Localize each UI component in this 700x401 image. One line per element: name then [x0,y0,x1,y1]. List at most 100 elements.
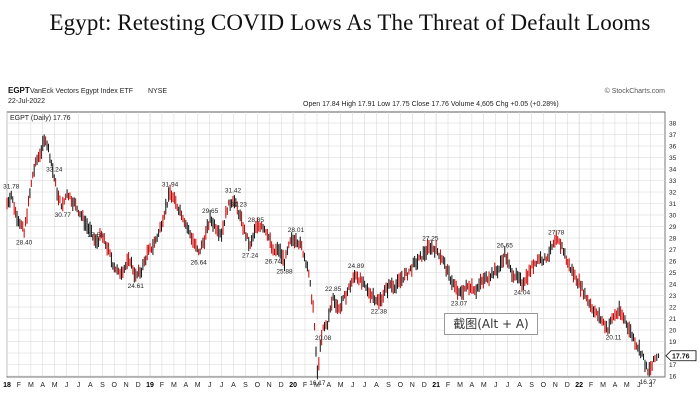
y-tick-label: 35 [669,155,677,162]
price-annotation: 26.65 [497,243,514,250]
x-month-label: F [160,382,164,389]
x-month-label: A [40,382,45,389]
x-month-label: M [338,382,344,389]
x-month-label: O [541,382,547,389]
x-year-label: 18 [3,382,11,389]
y-tick-label: 34 [669,166,677,173]
y-tick-label: 21 [669,316,677,323]
x-month-label: A [183,382,188,389]
x-month-label: M [171,382,177,389]
price-annotation: 26.64 [191,260,208,267]
price-annotation: 24.89 [348,263,365,270]
page-headline: Egypt: Retesting COVID Lows As The Threa… [49,10,651,35]
x-month-label: A [88,382,93,389]
price-annotation: 27.78 [548,230,565,237]
price-annotation: 20.11 [606,335,622,342]
x-month-label: J [220,382,224,389]
x-month-label: N [410,382,415,389]
x-month-label: D [565,382,570,389]
price-annotation: 26.74 [265,258,282,265]
x-month-label: F [303,382,307,389]
x-month-label: M [457,382,463,389]
price-annotation: 27.24 [242,253,259,260]
y-tick-label: 28 [669,235,677,242]
y-tick-label: 16 [669,373,677,380]
x-month-label: J [65,382,69,389]
y-tick-label: 29 [669,224,677,231]
y-tick-label: 27 [669,247,677,254]
x-month-label: M [624,382,630,389]
x-month-label: N [553,382,558,389]
price-annotation: 28.01 [288,227,305,234]
price-annotation: 20.08 [315,335,332,342]
price-annotation: 30.23 [231,201,248,208]
price-annotation: 16.17 [309,380,326,387]
price-annotation: 31.78 [3,184,20,191]
ticker-symbol: EGPT [8,86,30,95]
price-annotation: 22.38 [371,309,388,316]
price-annotation: 24.04 [514,290,531,297]
x-month-label: A [613,382,618,389]
x-month-label: M [314,382,320,389]
x-month-label: D [279,382,284,389]
y-tick-label: 19 [669,339,677,346]
x-month-label: N [267,382,272,389]
y-tick-label: 24 [669,281,677,288]
x-month-label: M [28,382,34,389]
y-tick-label: 26 [669,258,677,265]
y-tick-label: 20 [669,327,677,334]
x-year-label: 21 [432,382,440,389]
y-tick-label: 17 [669,362,677,369]
x-month-label: S [100,382,105,389]
x-month-label: N [124,382,129,389]
y-tick-label: 38 [669,120,677,127]
price-annotation: 27.58 [88,232,105,239]
y-tick-label: 22 [669,304,677,311]
y-tick-label: 25 [669,270,677,277]
exchange-name: NYSE [148,88,167,95]
screenshot-tooltip: 截图(Alt + A) [444,313,538,335]
x-month-label: A [231,382,236,389]
x-month-label: J [506,382,510,389]
x-month-label: J [363,382,367,389]
x-month-label: S [386,382,391,389]
price-annotation: 31.42 [225,188,242,195]
x-year-label: 20 [289,382,297,389]
y-tick-label: 37 [669,132,677,139]
y-tick-label: 33 [669,178,677,185]
current-price-box [665,350,697,362]
x-month-label: M [52,382,58,389]
x-month-label: F [17,382,21,389]
x-month-label: D [136,382,141,389]
y-tick-label: 23 [669,293,677,300]
x-month-label: S [529,382,534,389]
y-tick-label: 36 [669,143,677,150]
x-month-label: M [481,382,487,389]
x-month-label: J [351,382,355,389]
x-month-label: O [255,382,261,389]
price-annotation: 30.77 [55,212,72,219]
x-month-label: J [208,382,212,389]
price-annotation: 22.85 [325,286,342,293]
price-annotation: 27.25 [422,236,439,243]
x-month-label: J [649,382,653,389]
price-annotation: 23.07 [451,301,468,308]
x-month-label: A [327,382,332,389]
x-month-label: O [112,382,118,389]
x-month-label: M [600,382,606,389]
x-month-label: J [637,382,641,389]
price-annotation: 28.40 [16,239,33,246]
legend-label: EGPT (Daily) 17.76 [10,115,71,122]
x-month-label: S [243,382,248,389]
fund-name: VanEck Vectors Egypt Index ETF [30,88,133,95]
y-tick-label: 31 [669,201,677,208]
x-month-label: F [446,382,450,389]
x-month-label: F [589,382,593,389]
annotations: 31.78 28.40 33.24 30.77 27.58 24.61 31.94 26.64… [3,167,656,387]
price-annotation: 24.61 [128,283,145,290]
y-axis: 1617181920212223242526272829303132333435… [669,120,677,380]
current-price-marker: 17.76 [665,350,697,362]
grid-lines [6,112,665,377]
chart-date: 22-Jul-2022 [8,98,45,105]
